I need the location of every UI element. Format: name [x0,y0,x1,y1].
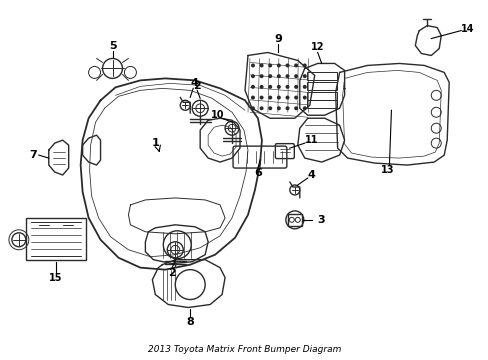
Bar [306,72,336,80]
Circle shape [250,106,254,110]
Circle shape [259,95,263,100]
Circle shape [302,63,306,67]
Circle shape [276,85,280,89]
Circle shape [268,74,272,78]
Text: 2: 2 [168,267,176,278]
Circle shape [302,85,306,89]
Text: 10: 10 [211,110,224,120]
Circle shape [294,85,298,89]
Text: 12: 12 [310,41,324,51]
Text: 7: 7 [29,150,37,160]
Circle shape [285,95,289,100]
Circle shape [268,106,272,110]
Circle shape [302,106,306,110]
Circle shape [250,63,254,67]
Text: 4: 4 [307,170,315,180]
Text: 4: 4 [190,78,198,88]
Bar [306,100,336,108]
Circle shape [285,63,289,67]
Text: 13: 13 [380,165,393,175]
Circle shape [276,95,280,100]
Circle shape [285,74,289,78]
Text: 3: 3 [317,215,325,225]
Bar [26,218,85,260]
Text: 11: 11 [305,135,318,145]
Circle shape [294,63,298,67]
Circle shape [259,63,263,67]
Text: 2013 Toyota Matrix Front Bumper Diagram: 2013 Toyota Matrix Front Bumper Diagram [147,345,341,354]
Circle shape [250,95,254,100]
Text: 9: 9 [273,33,281,44]
Circle shape [302,95,306,100]
Circle shape [268,85,272,89]
Circle shape [276,63,280,67]
Text: 6: 6 [253,168,262,178]
Circle shape [250,85,254,89]
Circle shape [259,74,263,78]
Circle shape [259,106,263,110]
Bar [306,92,336,100]
Circle shape [294,74,298,78]
Circle shape [276,106,280,110]
Text: 5: 5 [108,41,116,50]
Circle shape [276,74,280,78]
Circle shape [294,106,298,110]
Circle shape [268,63,272,67]
Text: 14: 14 [461,24,474,33]
Text: 1: 1 [151,138,159,148]
Bar [306,82,336,90]
Circle shape [285,106,289,110]
Circle shape [285,85,289,89]
Text: 8: 8 [186,318,194,328]
Circle shape [302,74,306,78]
Text: 2: 2 [193,81,201,91]
Circle shape [250,74,254,78]
Circle shape [268,95,272,100]
Circle shape [294,95,298,100]
Text: 15: 15 [49,273,62,283]
Circle shape [259,85,263,89]
